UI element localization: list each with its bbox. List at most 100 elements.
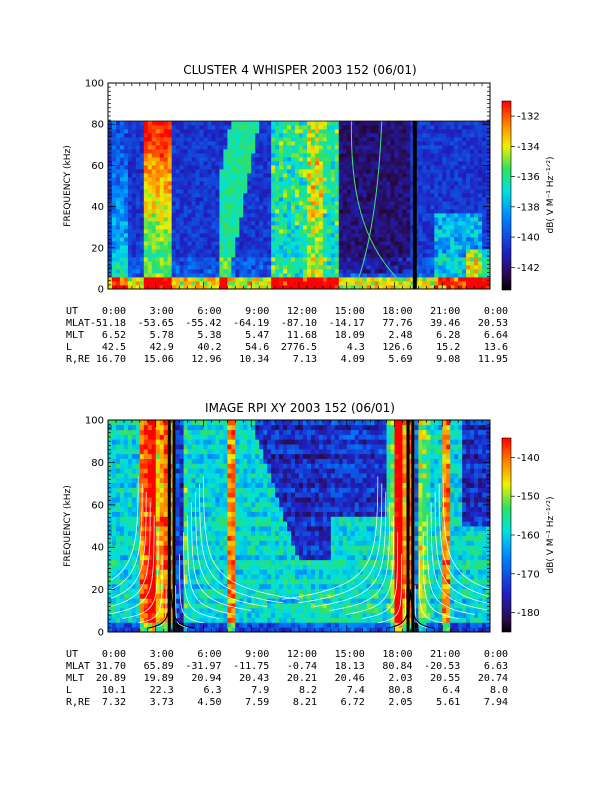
panel1-cell [406,165,411,170]
panel1-cell [119,137,125,142]
panel1-cell [167,173,173,178]
panel1-cell [350,189,356,194]
panel1-cell [406,221,411,226]
panel1-cell [271,245,276,250]
panel1-cell [390,281,395,286]
panel1-cell [386,273,391,278]
panel1-cell [474,249,479,254]
panel2-cell [143,622,149,628]
panel1-cell [119,149,125,154]
panel1-cell [402,181,407,186]
panel1-cell [454,149,459,154]
panel1-cell [382,157,387,162]
panel2-cell [143,550,149,556]
panel1-cell [207,193,212,198]
panel1-cell [239,229,244,234]
panel2-cell [127,434,133,440]
panel1-cell [155,229,161,234]
panel1-cell [135,273,141,278]
panel2-cell [123,569,129,575]
panel1-cell [147,197,153,202]
panel2-cell [159,482,165,488]
panel1-cell [171,173,177,178]
panel1-cell [167,225,173,230]
panel2-cell [143,473,149,479]
panel1-cell [271,133,276,138]
panel1-cell [147,133,153,138]
panel1-cell [350,269,356,274]
panel1-cell [127,201,133,206]
panel1-cell [159,213,165,218]
panel1-cell [402,233,407,238]
panel1-cell [446,181,451,186]
panel1-cell [306,281,312,286]
panel1-cell [167,185,173,190]
panel1-cell [406,265,411,270]
panel1-cell [239,277,244,282]
panel1-cell [139,257,145,262]
panel1-cell [310,149,316,154]
panel1-cell [462,229,467,234]
panel1-cell [482,277,487,282]
panel1-cell [123,153,129,158]
panel2-cell [135,545,141,551]
panel1-cell [299,257,304,262]
panel2-cell [139,526,145,532]
panel2-cell [108,550,113,556]
panel1-cell [255,169,260,174]
panel1-cell [235,221,240,226]
panel1-cell [239,269,244,274]
panel1-cell [386,209,391,214]
panel1-cell [207,149,212,154]
panel1-cell [143,193,149,198]
panel1-cell [108,265,113,270]
panel1-cell [478,281,483,286]
panel1-cell [302,129,308,134]
panel1-cell [326,141,332,146]
panel1-cell [394,217,399,222]
panel1-cell [366,121,372,126]
panel1-cell [295,133,300,138]
panel1-cell [239,265,244,270]
panel1-cell [119,261,125,266]
panel1-cell [271,261,276,266]
panel2-cell [163,559,169,565]
panel1-cell [291,189,296,194]
panel1-cell [199,241,204,246]
panel1-cell [119,269,125,274]
panel1-cell [426,233,431,238]
panel1-cell [191,129,196,134]
panel2-cell [115,579,121,585]
panel1-cell [203,161,208,166]
panel1-cell [354,201,360,206]
panel1-cell [139,177,145,182]
panel1-cell [275,253,280,258]
panel1-cell [434,265,439,270]
panel1-cell [390,201,395,206]
panel1-cell [255,209,260,214]
panel1-cell [143,157,149,162]
panel1-cell [418,241,423,246]
panel1-cell [195,229,200,234]
panel1-cell [279,245,284,250]
panel2-cell [163,420,169,426]
panel1-cell [151,217,157,222]
panel1-cell [418,185,423,190]
panel1-cell [418,265,423,270]
panel1-cell [478,153,483,158]
panel1-cell [223,253,228,258]
panel1-cell [135,161,141,166]
panel1-cell [291,237,296,242]
panel2-cell [115,526,121,532]
panel2-cell [108,429,113,435]
panel2-cell [123,482,129,488]
panel2-cell [147,569,153,575]
panel1-cell [267,125,272,130]
panel1-cell [382,185,387,190]
panel1-cell [450,225,455,230]
panel2-cell [123,622,129,628]
panel1-cell [482,229,487,234]
panel1-cell [267,149,272,154]
panel1-cell [422,201,427,206]
panel1-cell [243,149,248,154]
